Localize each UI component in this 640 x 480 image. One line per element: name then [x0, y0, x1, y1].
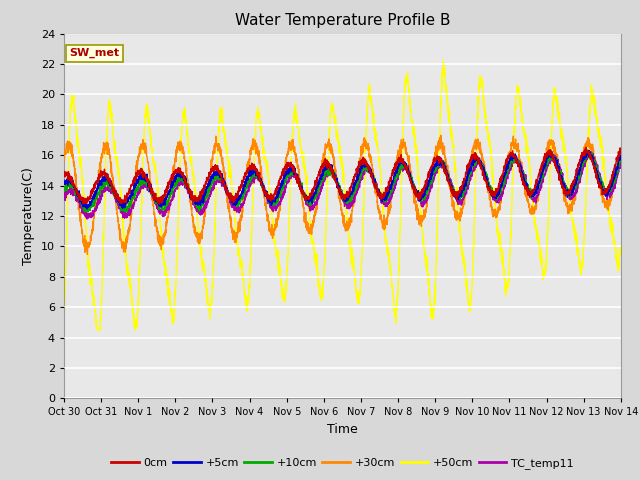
- Y-axis label: Temperature(C): Temperature(C): [22, 167, 35, 265]
- Text: SW_met: SW_met: [70, 48, 120, 59]
- Title: Water Temperature Profile B: Water Temperature Profile B: [235, 13, 450, 28]
- X-axis label: Time: Time: [327, 423, 358, 436]
- Legend: 0cm, +5cm, +10cm, +30cm, +50cm, TC_temp11: 0cm, +5cm, +10cm, +30cm, +50cm, TC_temp1…: [107, 453, 578, 473]
